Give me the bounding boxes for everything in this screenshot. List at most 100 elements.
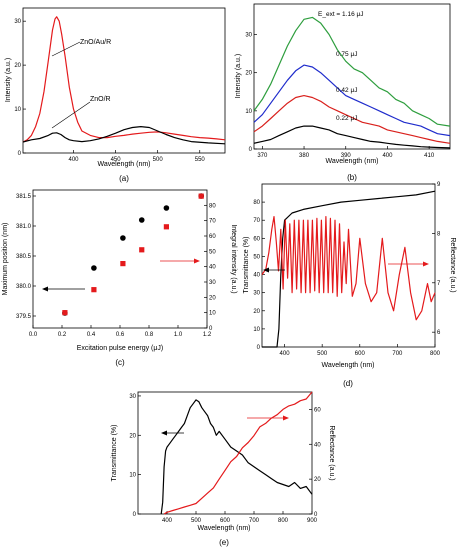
panel-c-y2tick-label-7: 70: [209, 219, 216, 225]
panel-a-series-0: [22, 16, 226, 143]
panel-b-ytick-label-2: 20: [245, 71, 252, 77]
panel-c: Maximum position (nm) Integral intensity…: [2, 189, 237, 367]
panel-a: Intensity (a.u.) Wavelength (nm) 400 450 5…: [5, 7, 226, 183]
panel-c-frame: [32, 189, 208, 329]
panel-b-xtick-label-1: 380: [299, 153, 310, 159]
panel-d-caption: (d): [343, 379, 353, 388]
panel-e-y2tick-label-1: 20: [314, 477, 321, 483]
panel-e-xtick-label-5: 900: [307, 518, 318, 524]
panel-a-series-label-zno-au-r: ZnO/Au/R: [80, 39, 111, 46]
panel-c-y2tick-label-2: 20: [209, 295, 216, 301]
panel-b-label-0-22: 0.22 μJ: [336, 115, 357, 122]
panel-a-frame: [22, 7, 226, 154]
panel-c-point-1-4: [163, 224, 169, 230]
panel-d: Transmittance (%) Reflectance (a.u.) Wav…: [243, 182, 456, 388]
panel-c-y2tick-label-5: 50: [209, 249, 216, 255]
panel-e-ytick-label-3: 30: [129, 394, 136, 400]
panel-b-xtick-label-0: 370: [257, 153, 268, 159]
panel-b-series-2: [253, 94, 451, 144]
panel-e-ytick-label-2: 20: [129, 433, 136, 439]
panel-e-xlabel: Wavelength (nm): [197, 525, 250, 532]
panel-e-y2label: Reflectance (a.u.): [328, 425, 335, 480]
panel-d-xtick-label-0: 400: [280, 351, 291, 357]
panel-d-y2label: Reflectance (a.u.): [449, 237, 456, 292]
panel-c-xtick-label-2: 0.4: [87, 332, 96, 338]
panel-c-point-0-4: [163, 205, 170, 211]
panel-c-y2tick-label-8: 80: [209, 203, 216, 209]
panel-a-xtick-label-2: 500: [153, 157, 164, 163]
panel-d-arrow-left: [263, 267, 285, 273]
panel-c-ytick-label-2: 380.5: [16, 254, 32, 260]
panel-b-ytick-label-0: 0: [249, 147, 253, 153]
panel-d-series-0: [262, 190, 436, 348]
panel-b-label-0-75: 0.75 μJ: [336, 51, 357, 58]
panel-b-label-0-42: 0.42 μJ: [336, 87, 357, 94]
panel-a-series-1: [22, 125, 226, 145]
panel-a-ytick-label-1: 10: [14, 107, 21, 113]
panel-c-point-1-0: [62, 310, 68, 316]
panel-e-xtick-label-4: 800: [278, 518, 289, 524]
panel-b-xlabel: Wavelength (nm): [325, 158, 378, 165]
panel-c-point-0-2: [120, 235, 126, 241]
panel-c-xtick-label-5: 1.0: [174, 332, 183, 338]
panel-b-xtick-label-4: 410: [424, 153, 435, 159]
panel-b-series-3: [253, 125, 451, 149]
panel-d-xtick-label-1: 500: [317, 351, 328, 357]
panel-b-xtick-label-2: 390: [341, 153, 352, 159]
panel-b-caption: (b): [347, 173, 357, 182]
panel-c-xtick-label-0: 0.0: [29, 332, 38, 338]
panel-c-y2label: Integral intensity (a.u.): [230, 224, 237, 293]
panel-d-ytick-label-7: 70: [253, 218, 260, 224]
panel-e-ylabel: Transmittance (%): [111, 425, 118, 482]
panel-c-xtick-label-3: 0.6: [116, 332, 125, 338]
panel-c-point-0-3: [138, 217, 145, 223]
panel-b: Intensity (a.u.) Wavelength (nm) 370 380 3…: [235, 3, 451, 182]
panel-d-y2tick-label-0: 6: [437, 330, 441, 336]
panel-e-y2tick-label-3: 60: [314, 407, 321, 413]
panel-a-xtick-label-0: 400: [68, 157, 79, 163]
panel-c-xtick-label-4: 0.8: [145, 332, 154, 338]
panel-d-ytick-label-8: 80: [253, 200, 260, 206]
panel-c-ylabel: Maximum position (nm): [2, 223, 9, 296]
panel-a-xtick-label-3: 550: [195, 157, 206, 163]
panel-c-ytick-label-0: 379.5: [16, 314, 32, 320]
panel-e-arrow-right: [247, 415, 289, 421]
panel-c-point-0-1: [91, 265, 97, 271]
panel-d-series-1: [261, 216, 436, 321]
panel-d-ytick-label-0: 0: [257, 345, 261, 351]
panel-b-ytick-label-3: 30: [245, 33, 252, 39]
panel-b-frame: [253, 3, 451, 150]
panel-a-series-pointer-zno-au-r: [51, 41, 81, 57]
panel-d-ytick-label-1: 10: [253, 327, 260, 333]
panel-d-xlabel: Wavelength (nm): [321, 362, 374, 369]
panel-a-series-label-zno-r: ZnO/R: [90, 96, 111, 103]
panel-c-ytick-label-4: 381.5: [16, 194, 32, 200]
panel-b-ylabel: Intensity (a.u.): [235, 54, 242, 98]
panel-d-arrow-right: [388, 261, 429, 267]
panel-c-xtick-label-6: 1.2: [203, 332, 212, 338]
panel-c-point-1-3: [139, 247, 145, 253]
panel-b-ytick-label-1: 10: [245, 109, 252, 115]
panel-a-ytick-label-3: 30: [14, 19, 21, 25]
panel-c-y2tick-label-0: 0: [209, 326, 213, 332]
panel-e-xtick-label-3: 700: [249, 518, 260, 524]
panel-d-ylabel: Transmittance (%): [243, 237, 250, 294]
panel-b-xtick-label-3: 400: [382, 153, 393, 159]
panel-d-y2tick-label-1: 7: [437, 281, 441, 287]
panel-b-series-0: [253, 16, 451, 127]
panel-c-point-1-2: [120, 261, 126, 267]
panel-d-y2tick-label-3: 9: [437, 182, 441, 188]
panel-c-y2tick-label-1: 10: [209, 311, 216, 317]
panel-c-point-1-5: [198, 193, 204, 199]
panel-d-xtick-label-4: 800: [430, 351, 441, 357]
panel-e-series-1: [163, 391, 313, 515]
panel-d-xtick-label-3: 700: [392, 351, 403, 357]
panel-d-y2tick-label-2: 8: [437, 231, 441, 237]
panel-d-ytick-label-4: 40: [253, 273, 260, 279]
panel-e-y2tick-label-2: 40: [314, 442, 321, 448]
panel-a-series-pointer-zno-r: [51, 101, 91, 129]
panel-c-xtick-label-1: 0.2: [58, 332, 67, 338]
panel-d-ytick-label-2: 20: [253, 309, 260, 315]
panel-a-ytick-label-2: 20: [14, 63, 21, 69]
